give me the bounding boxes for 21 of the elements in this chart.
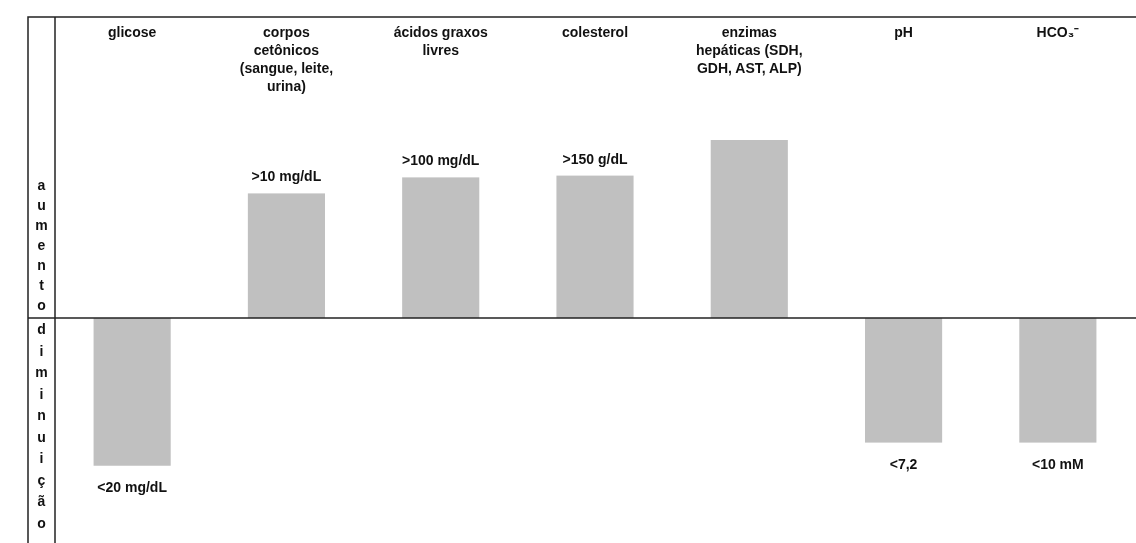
bar	[865, 318, 943, 443]
x-tick-label: corpos cetônicos (sangue, leite, urina)	[239, 24, 334, 94]
bar	[1019, 318, 1097, 443]
annotation: <7,2	[889, 455, 918, 472]
x-tick-label: glicose	[108, 24, 157, 40]
x-tick-label: pH	[894, 24, 913, 40]
x-tick-label: ácidos graxos livres	[393, 24, 488, 58]
bar	[93, 318, 171, 466]
annotation: >150 g/dL	[562, 150, 628, 167]
annotation: >100 mg/dL	[402, 152, 480, 169]
bar	[247, 193, 325, 318]
x-tick-label: enzimas hepáticas (SDH, GDH, AST, ALP)	[695, 24, 803, 76]
bar	[556, 175, 634, 318]
x-tick-label: HCO₃⁻	[1036, 24, 1080, 40]
annotation: <20 mg/dL	[97, 478, 168, 495]
annotation: >10 mg/dL	[251, 168, 322, 185]
text: diminuição	[35, 321, 48, 531]
bar	[402, 177, 480, 318]
x-tick-label: colesterol	[561, 24, 629, 40]
bar	[710, 140, 788, 318]
annotation: <10 mM	[1031, 455, 1084, 472]
